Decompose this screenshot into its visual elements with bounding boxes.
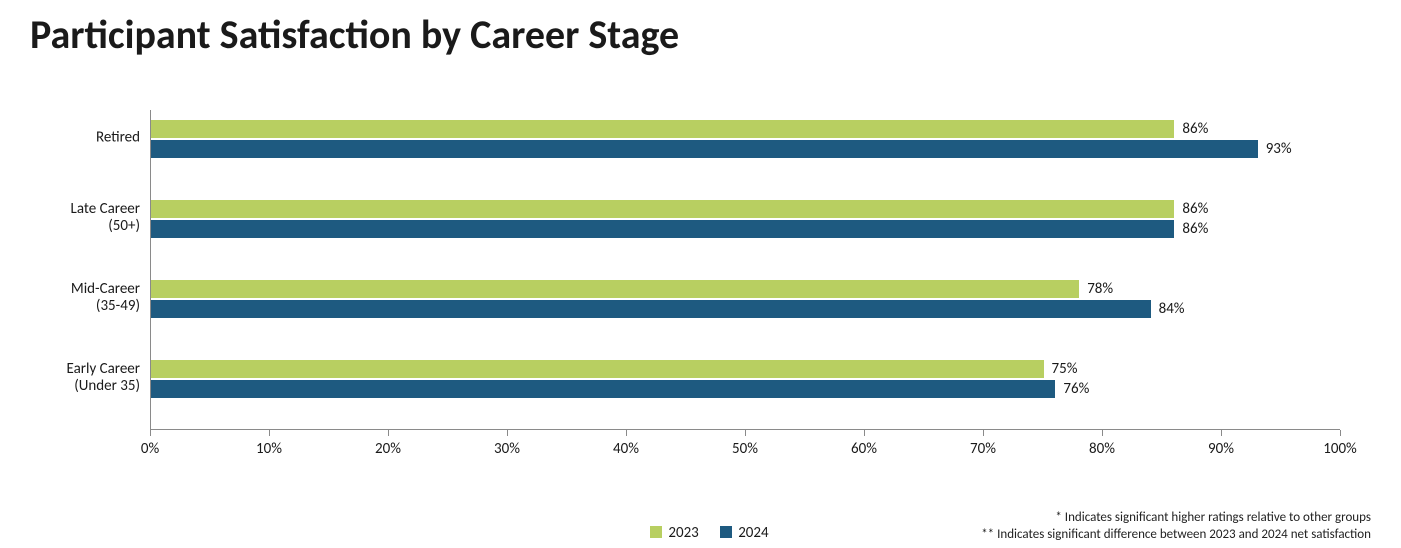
bar-value-label: 93% [1258, 140, 1292, 158]
x-tick-label: 60% [851, 440, 877, 458]
bar-y2024: 84% [151, 300, 1151, 318]
x-tick-label: 100% [1323, 440, 1357, 458]
legend-swatch-2023 [650, 526, 662, 538]
x-tick [269, 430, 270, 436]
legend-label-2023: 2023 [668, 524, 698, 542]
x-tick [745, 430, 746, 436]
x-tick [150, 430, 151, 436]
x-tick-label: 40% [613, 440, 639, 458]
category-label: Mid-Career(35-49) [71, 281, 150, 316]
footnotes: * Indicates significant higher ratings r… [981, 509, 1371, 544]
bar-value-label: 86% [1174, 220, 1208, 238]
bar-value-label: 76% [1055, 380, 1089, 398]
x-tick [388, 430, 389, 436]
x-tick [1221, 430, 1222, 436]
x-tick [1102, 430, 1103, 436]
x-tick-label: 70% [970, 440, 996, 458]
bar-value-label: 75% [1044, 360, 1078, 378]
bar-value-label: 86% [1174, 200, 1208, 218]
x-tick-label: 90% [1208, 440, 1234, 458]
bar-y2023: 75% [151, 360, 1044, 378]
category-group: Retired86%93%*** [150, 110, 1340, 166]
legend-swatch-2024 [720, 526, 732, 538]
category-group: Late Career(50+)86%86% [150, 190, 1340, 246]
x-tick-label: 50% [732, 440, 758, 458]
bar-y2023: 86% [151, 200, 1174, 218]
bar-y2024: 76% [151, 380, 1055, 398]
footnote-single: * Indicates significant higher ratings r… [981, 509, 1371, 527]
x-tick-label: 0% [141, 440, 159, 458]
x-tick [864, 430, 865, 436]
bar-value-label: 78% [1079, 280, 1113, 298]
category-label: Late Career(50+) [71, 201, 150, 236]
x-tick [1340, 430, 1341, 436]
x-tick [983, 430, 984, 436]
footnote-double: ** Indicates significant difference betw… [981, 526, 1371, 544]
bar-value-label: 86% [1174, 120, 1208, 138]
x-tick-label: 80% [1089, 440, 1115, 458]
bar-value-label: 84% [1151, 300, 1185, 318]
category-group: Mid-Career(35-49)78%84% [150, 270, 1340, 326]
bar-y2024: 93% [151, 140, 1258, 158]
chart-title: Participant Satisfaction by Career Stage [0, 0, 1401, 59]
category-label: Retired [96, 129, 150, 146]
x-tick-label: 10% [256, 440, 282, 458]
x-tick-label: 30% [494, 440, 520, 458]
x-tick-label: 20% [375, 440, 401, 458]
plot-area: 0%10%20%30%40%50%60%70%80%90%100%Retired… [150, 110, 1340, 430]
x-tick [626, 430, 627, 436]
bar-y2024: 86% [151, 220, 1174, 238]
category-group: Early Career(Under 35)75%76% [150, 350, 1340, 406]
x-tick [507, 430, 508, 436]
bar-y2023: 86% [151, 120, 1174, 138]
category-label: Early Career(Under 35) [67, 361, 150, 396]
legend-label-2024: 2024 [738, 524, 768, 542]
bar-y2023: 78% [151, 280, 1079, 298]
chart-container: 0% 10% 20% 30% 40% 50% 60% 70% 80% 90% 100% Retired… [30, 110, 1370, 460]
